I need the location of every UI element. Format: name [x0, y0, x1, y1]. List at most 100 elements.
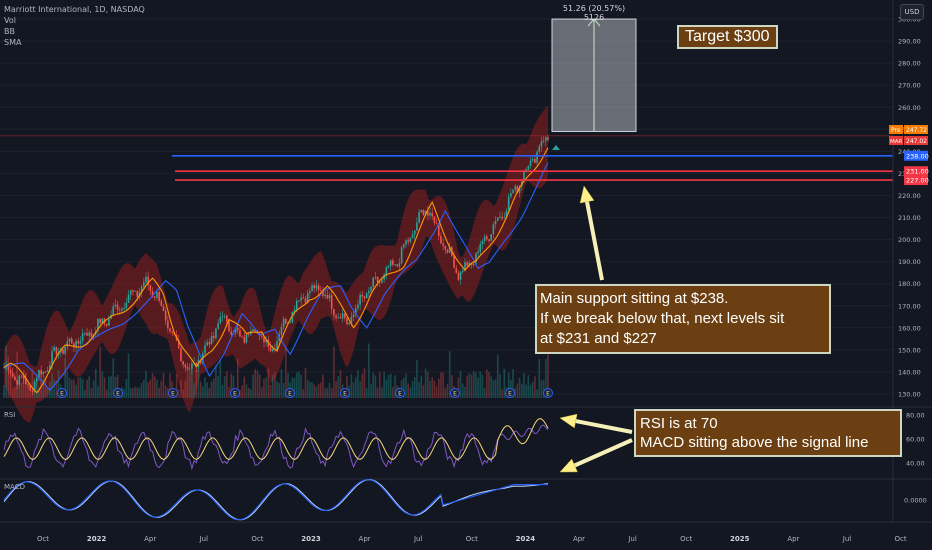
- volume-bar: [293, 377, 296, 398]
- candle-body: [206, 342, 208, 346]
- earnings-marker: [57, 388, 67, 398]
- legend-symbol[interactable]: Marriott International, 1D, NASDAQ: [4, 5, 145, 14]
- macd-pane-label[interactable]: MACD: [4, 483, 25, 491]
- earnings-marker: [285, 388, 295, 398]
- volume-bar: [129, 388, 132, 398]
- volume-bar: [459, 371, 462, 398]
- candle-body: [169, 328, 171, 332]
- volume-bar: [267, 368, 270, 398]
- volume-bar: [40, 371, 42, 398]
- currency-button[interactable]: USD: [900, 4, 924, 20]
- candle-body: [413, 230, 416, 235]
- candle-body: [446, 249, 449, 253]
- legend-bb[interactable]: BB: [4, 27, 15, 36]
- support-levels: [0, 135, 893, 181]
- volume-bar: [212, 378, 215, 398]
- candle-body: [180, 348, 182, 362]
- volume-bar: [35, 377, 38, 398]
- volume-bar: [92, 380, 95, 398]
- rsi-series: [3, 418, 549, 471]
- volume-bar: [442, 372, 444, 398]
- candle-body: [468, 262, 471, 266]
- price-tick: 210.00: [898, 214, 921, 222]
- candle-body: [490, 234, 492, 241]
- volume-bar: [278, 383, 281, 398]
- volume-bar: [27, 383, 29, 398]
- candle-body: [263, 336, 265, 343]
- legend-volume[interactable]: Vol: [4, 16, 16, 25]
- candle-body: [398, 263, 401, 267]
- earnings-marker-label: E: [171, 391, 175, 398]
- volume-bar: [431, 377, 434, 398]
- rsi-pane-label[interactable]: RSI: [4, 411, 16, 419]
- candle-body: [217, 323, 219, 329]
- candle-body: [486, 236, 488, 240]
- volume-bar: [46, 388, 49, 398]
- volume-bar: [97, 386, 99, 398]
- candle-body: [186, 367, 189, 370]
- volume-bar: [346, 375, 348, 398]
- time-tick: Apr: [144, 535, 156, 543]
- candle-body: [477, 251, 479, 254]
- candle-body: [435, 222, 438, 224]
- volume-bar: [359, 381, 361, 398]
- volume-bar: [376, 387, 379, 398]
- candle-body: [138, 292, 141, 297]
- macd-series: [3, 479, 549, 521]
- volume-bar: [254, 369, 257, 398]
- candle-body: [127, 294, 130, 303]
- volume-bar: [230, 373, 233, 398]
- time-tick: Apr: [573, 535, 585, 543]
- candle-body: [448, 246, 451, 253]
- volume-bar: [258, 374, 261, 398]
- candle-body: [472, 263, 475, 266]
- level-badge-label: 231.00: [906, 168, 929, 176]
- candle-body: [125, 302, 128, 309]
- candle-body: [304, 298, 307, 303]
- volume-bar: [319, 382, 322, 398]
- candle-body: [145, 276, 147, 283]
- candle-body: [306, 293, 309, 303]
- candle-body: [160, 300, 163, 306]
- level-badge-label: 238.00: [906, 152, 929, 160]
- candle-body: [219, 317, 222, 324]
- candle-body: [276, 341, 278, 350]
- volume-bar: [14, 387, 16, 398]
- candle-body: [442, 243, 444, 246]
- volume-bar: [370, 384, 372, 398]
- volume-bar: [88, 376, 91, 398]
- time-tick: Oct: [251, 535, 263, 543]
- candle-body: [31, 390, 34, 392]
- time-tick: Jul: [627, 535, 637, 543]
- candle-body: [121, 308, 123, 311]
- legend-sma[interactable]: SMA: [4, 38, 22, 47]
- candle-body: [453, 255, 455, 269]
- candle-body: [348, 322, 350, 325]
- volume-bar: [53, 380, 56, 398]
- volume-bar: [188, 368, 191, 398]
- candle-body: [455, 268, 458, 273]
- volume-bar: [256, 370, 259, 398]
- volume-bar: [499, 373, 501, 398]
- candle-body: [507, 196, 510, 211]
- candle-body: [516, 186, 519, 193]
- candle-body: [289, 322, 292, 324]
- candle-body: [499, 216, 501, 218]
- volume-bar: [68, 378, 71, 398]
- earnings-marker: [505, 388, 515, 398]
- volume-bar: [512, 369, 514, 398]
- volume-bar: [330, 388, 333, 398]
- candle-body: [191, 363, 193, 369]
- candle-body: [35, 377, 38, 382]
- volume-bar: [143, 379, 145, 398]
- candle-body: [66, 341, 69, 347]
- sma-line: [3, 162, 549, 391]
- candle-body: [352, 314, 355, 318]
- candle-body: [239, 330, 241, 337]
- candle-body: [42, 371, 45, 375]
- time-tick: 2023: [301, 535, 321, 543]
- annotation-arrows: [559, 185, 633, 473]
- volume-bar: [496, 354, 499, 398]
- candle-body: [112, 306, 115, 315]
